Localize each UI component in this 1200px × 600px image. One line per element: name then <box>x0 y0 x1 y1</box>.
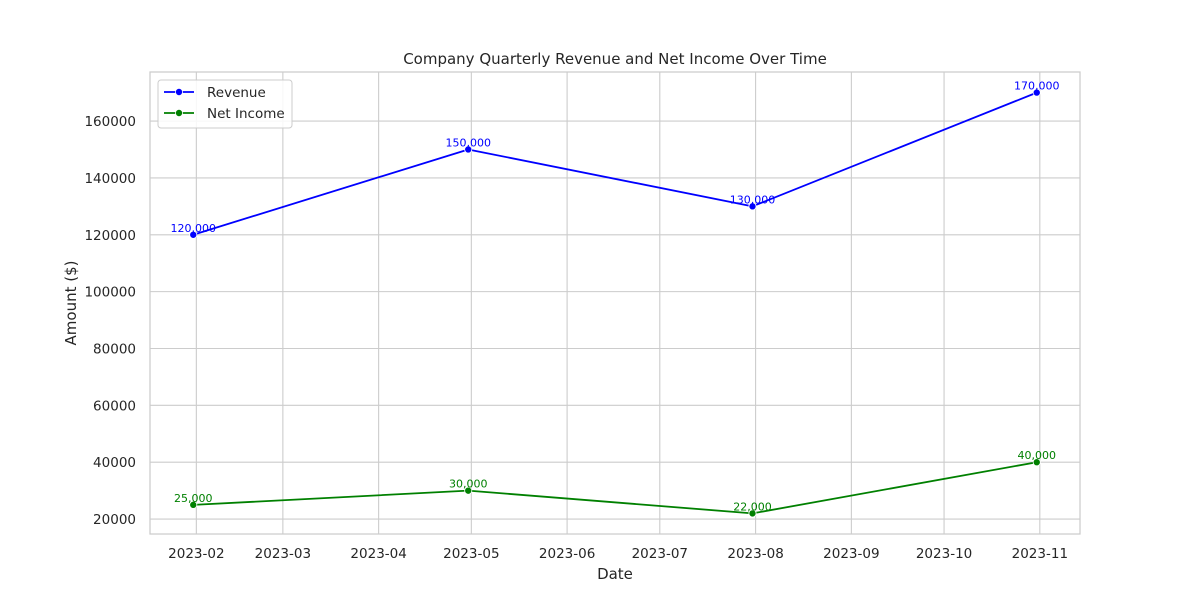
x-tick-label: 2023-04 <box>350 546 406 562</box>
legend-marker <box>174 88 183 97</box>
x-tick-label: 2023-02 <box>168 546 224 562</box>
y-tick-label: 20000 <box>93 512 136 528</box>
x-tick-label: 2023-06 <box>539 546 595 562</box>
data-point <box>1032 88 1041 97</box>
legend-item: Revenue <box>164 85 266 101</box>
x-tick-label: 2023-11 <box>1012 546 1068 562</box>
data-point <box>748 509 757 518</box>
legend-label: Net Income <box>207 106 285 122</box>
data-point <box>189 230 198 239</box>
y-tick-label: 140000 <box>84 171 136 187</box>
data-label: 25,000 <box>174 492 213 505</box>
data-point <box>748 202 757 211</box>
y-tick-label: 40000 <box>93 455 136 471</box>
x-tick-label: 2023-05 <box>443 546 499 562</box>
chart-title: Company Quarterly Revenue and Net Income… <box>403 50 827 68</box>
x-tick-label: 2023-10 <box>916 546 972 562</box>
y-tick-label: 100000 <box>84 285 136 301</box>
data-label: 22,000 <box>733 500 772 513</box>
plot-frame <box>149 71 1081 535</box>
x-tick-label: 2023-08 <box>727 546 783 562</box>
y-axis-label: Amount ($) <box>62 261 80 346</box>
y-tick-label: 60000 <box>93 398 136 414</box>
y-tick-label: 80000 <box>93 341 136 357</box>
data-label: 130,000 <box>730 193 776 206</box>
data-point <box>1032 458 1041 467</box>
grid <box>150 72 1080 534</box>
series-layer: 120,000 150,000 130,000 170,000 25,000 30,000… <box>171 80 1060 518</box>
x-axis-ticks: 2023-02 2023-03 2023-04 2023-05 2023-06 2023-… <box>168 546 1068 562</box>
data-label: 170,000 <box>1014 80 1060 93</box>
series-line <box>193 461 1037 515</box>
x-tick-label: 2023-07 <box>632 546 688 562</box>
data-label: 30,000 <box>449 478 488 491</box>
data-label: 40,000 <box>1017 449 1056 462</box>
series-line <box>192 91 1038 236</box>
series-net-income: 25,000 30,000 22,000 40,000 <box>174 449 1056 518</box>
legend: Revenue Net Income <box>157 79 293 129</box>
legend-item: Net Income <box>164 106 285 122</box>
y-tick-label: 120000 <box>84 228 136 244</box>
x-axis-label: Date <box>597 565 633 583</box>
y-axis-ticks: 20000 40000 60000 80000 100000 120000 140000 16… <box>84 114 136 528</box>
legend-label: Revenue <box>207 85 266 101</box>
data-point <box>464 145 473 154</box>
y-tick-label: 160000 <box>84 114 136 130</box>
series-revenue: 120,000 150,000 130,000 170,000 <box>171 80 1060 239</box>
data-label: 120,000 <box>171 222 217 235</box>
data-label: 150,000 <box>445 136 491 149</box>
x-tick-label: 2023-03 <box>255 546 311 562</box>
legend-marker <box>174 109 183 118</box>
x-tick-label: 2023-09 <box>823 546 879 562</box>
data-point <box>464 486 473 495</box>
data-point <box>189 500 198 509</box>
